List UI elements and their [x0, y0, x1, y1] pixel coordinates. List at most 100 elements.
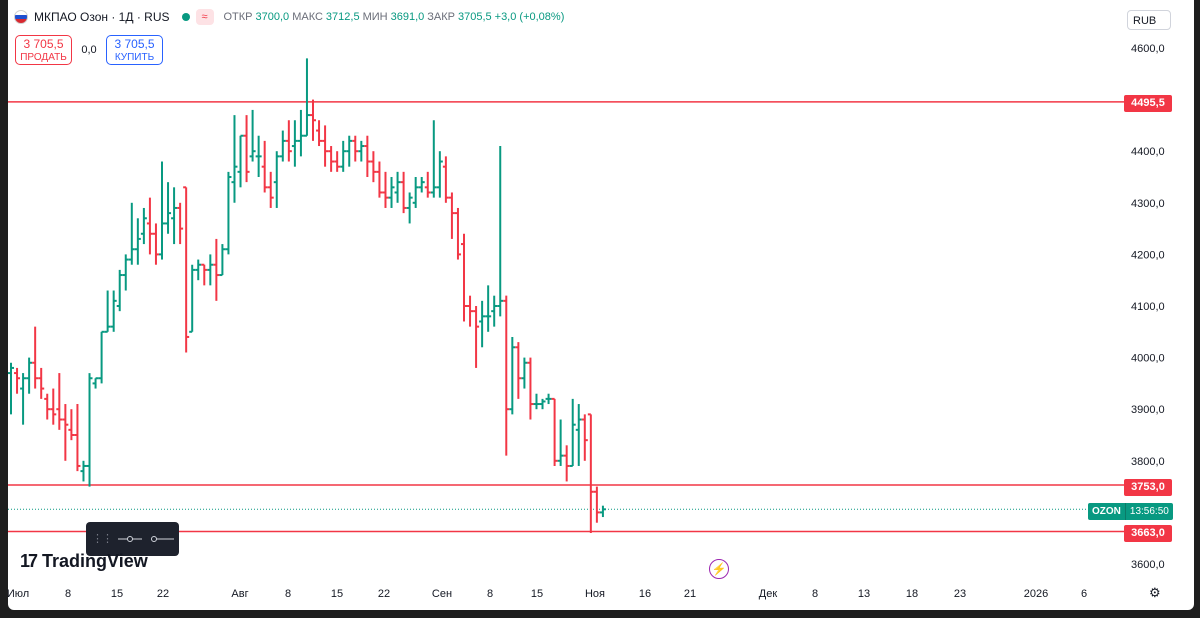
ohlc-bar	[92, 377, 99, 389]
y-axis-tick-label: 4600,0	[1131, 43, 1165, 55]
ohlc-bar	[261, 140, 268, 193]
ohlc-bar	[370, 151, 377, 183]
ohlc-bar	[50, 388, 57, 425]
x-axis-tick-label: 18	[906, 588, 918, 600]
close-label: ЗАКР	[427, 11, 455, 23]
y-axis-tick-label: 4400,0	[1131, 146, 1165, 158]
ohlc-bar	[297, 109, 304, 157]
y-axis-tick-label: 4300,0	[1131, 198, 1165, 210]
horizontal-ray-tool-icon[interactable]	[148, 531, 176, 547]
ohlc-bar	[44, 393, 51, 420]
ohlc-values: ОТКР 3700,0 МАКС 3712,5 МИН 3691,0 ЗАКР 3705…	[224, 11, 565, 23]
ohlc-bar	[20, 373, 27, 425]
y-axis-tick-label: 3900,0	[1131, 404, 1165, 416]
ohlc-bar	[110, 290, 117, 332]
ohlc-bar	[32, 326, 39, 389]
x-axis-tick-label: 8	[65, 588, 71, 600]
ohlc-bar	[140, 207, 147, 245]
ohlc-bar	[316, 120, 323, 147]
y-axis-tick-label: 3800,0	[1131, 456, 1165, 468]
x-axis-tick-label: 8	[285, 588, 291, 600]
russia-flag-icon	[14, 10, 28, 24]
ohlc-bar	[587, 413, 594, 534]
x-axis-tick-label: 8	[812, 588, 818, 600]
ohlc-bar	[340, 140, 347, 172]
ohlc-bar	[165, 182, 172, 234]
ohlc-bar	[533, 393, 540, 410]
x-axis-tick-label: Сен	[432, 588, 452, 600]
x-axis-tick-label: Июл	[7, 588, 29, 600]
ohlc-bar	[14, 367, 21, 394]
ohlc-bar	[436, 151, 443, 198]
ohlc-bar	[128, 202, 135, 265]
ohlc-bar	[539, 398, 546, 410]
y-axis-tick-label: 3600,0	[1131, 559, 1165, 571]
ohlc-bar	[122, 254, 129, 291]
ohlc-bar	[328, 146, 335, 172]
ohlc-bar	[418, 177, 425, 193]
ohlc-bar	[225, 171, 232, 255]
ohlc-bar	[322, 125, 329, 167]
ohlc-bar	[346, 135, 353, 167]
ohlc-bar	[527, 357, 534, 420]
price-line-label-3663[interactable]: 3663,0	[1124, 525, 1172, 542]
ohlc-bar	[575, 404, 582, 466]
market-open-status-icon[interactable]	[181, 13, 190, 21]
low-value: 3691,0	[390, 11, 425, 23]
current-price-tag: OZON 13:56:50	[1088, 503, 1173, 520]
lightning-icon[interactable]: ⚡	[709, 559, 729, 579]
sell-button[interactable]: 3 705,5 ПРОДАТЬ	[15, 35, 72, 65]
ohlc-bar	[291, 120, 298, 167]
symbol-legend: МКПАО Озон · 1Д · RUS ≈ ОТКР 3700,0 МАКС 3…	[14, 9, 564, 25]
y-axis-tick-label: 4000,0	[1131, 353, 1165, 365]
ohlc-bar	[213, 238, 220, 301]
low-label: МИН	[362, 11, 388, 23]
change-value: +3,0 (+0,08%)	[494, 11, 565, 23]
ohlc-bar	[98, 330, 105, 384]
tradingview-logo[interactable]: 17 TradingView	[20, 551, 148, 572]
ohlc-bar	[358, 140, 365, 162]
ohlc-bar	[207, 254, 214, 286]
trade-buttons: 3 705,5 ПРОДАТЬ 0,0 3 705,5 КУПИТЬ	[15, 35, 163, 65]
ohlc-bar	[134, 218, 141, 265]
horizontal-line-tool-icon[interactable]	[116, 531, 144, 547]
ohlc-bar	[310, 99, 316, 141]
ohlc-bar	[461, 233, 467, 322]
ohlc-bar	[424, 171, 431, 198]
open-value: 3700,0	[255, 11, 290, 23]
currency-selector[interactable]: RUB	[1127, 10, 1171, 30]
drawing-toolbar[interactable]: ⋮⋮	[86, 522, 179, 556]
buy-button[interactable]: 3 705,5 КУПИТЬ	[106, 35, 163, 65]
ohlc-bar	[303, 58, 310, 137]
ohlc-bar	[485, 285, 492, 332]
current-symbol-label: OZON	[1088, 503, 1125, 520]
price-line-label-3753[interactable]: 3753,0	[1124, 479, 1172, 496]
ohlc-bar	[152, 223, 159, 265]
ohlc-bar	[382, 171, 389, 208]
x-axis-tick-label: 6	[1081, 588, 1087, 600]
ohlc-bar	[412, 177, 419, 208]
price-line-label-4495[interactable]: 4495,5	[1124, 95, 1172, 112]
ohlc-bar	[545, 393, 552, 405]
ohlc-bar	[74, 404, 81, 472]
ohlc-bar	[267, 171, 274, 208]
bar-countdown: 13:56:50	[1124, 503, 1173, 520]
x-axis-tick-label: 15	[331, 588, 343, 600]
x-axis-tick-label: 15	[111, 588, 123, 600]
tradingview-wordmark: TradingView	[42, 551, 148, 571]
ohlc-bar	[249, 109, 256, 162]
ohlc-bar	[104, 290, 111, 333]
ohlc-bar	[376, 161, 383, 198]
open-label: ОТКР	[223, 11, 253, 23]
sell-label: ПРОДАТЬ	[20, 52, 67, 63]
ohlc-bar	[195, 259, 202, 281]
symbol-title[interactable]: МКПАО Озон · 1Д · RUS	[34, 10, 170, 24]
drag-handle-icon[interactable]: ⋮⋮	[92, 533, 113, 545]
approx-badge[interactable]: ≈	[195, 9, 214, 25]
settings-gear-icon[interactable]: ⚙	[1149, 585, 1161, 600]
ohlc-bar	[497, 146, 504, 317]
x-axis-tick-label: 15	[531, 588, 543, 600]
ohlc-bar	[551, 397, 558, 466]
ohlc-bar	[563, 445, 570, 482]
